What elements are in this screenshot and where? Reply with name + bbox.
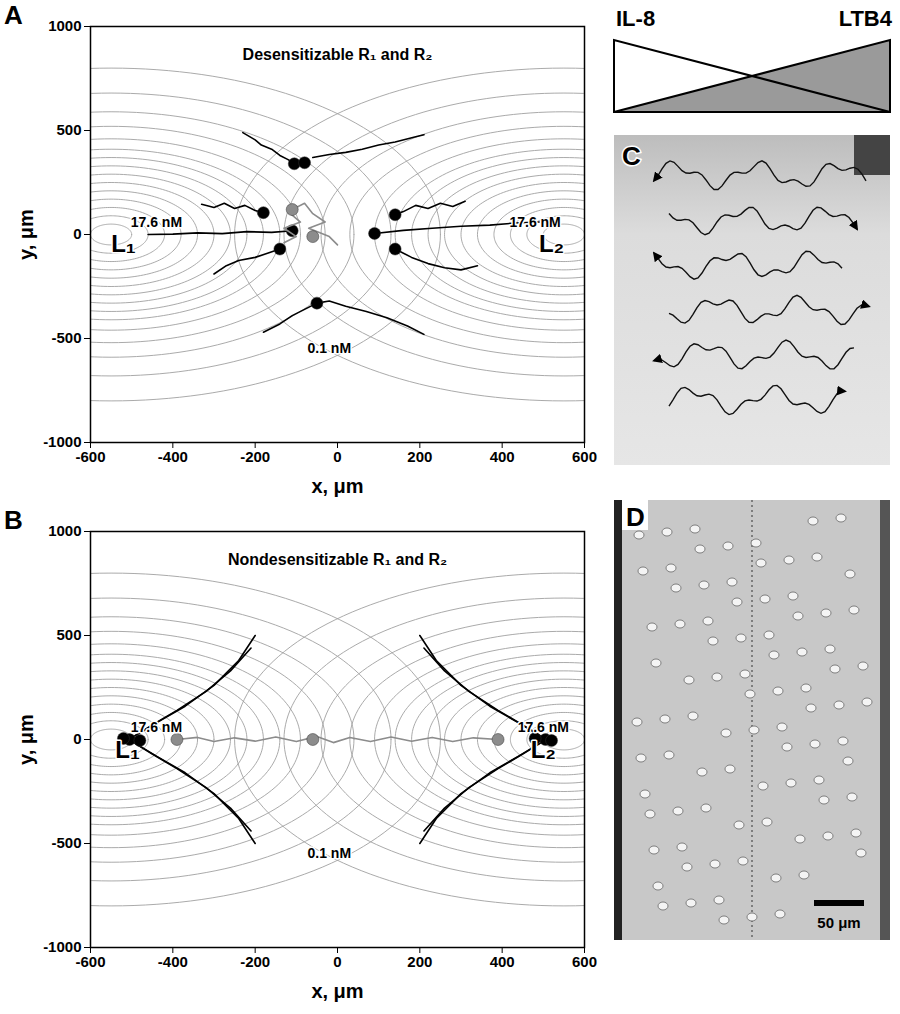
svg-text:0: 0 <box>73 730 81 747</box>
svg-text:LTB4: LTB4 <box>839 6 893 31</box>
svg-text:17.6 nM: 17.6 nM <box>131 719 182 735</box>
svg-text:L₂: L₂ <box>531 736 556 763</box>
svg-text:-500: -500 <box>51 329 81 346</box>
svg-text:17.6 nM: 17.6 nM <box>509 214 560 230</box>
svg-text:C: C <box>622 141 641 171</box>
svg-text:-600: -600 <box>75 448 105 465</box>
svg-text:400: 400 <box>490 448 515 465</box>
svg-text:-1000: -1000 <box>43 433 82 451</box>
svg-text:L₁: L₁ <box>115 736 140 763</box>
svg-text:-500: -500 <box>51 834 81 851</box>
svg-text:0: 0 <box>333 953 341 970</box>
svg-text:600: 600 <box>572 448 597 465</box>
svg-text:0: 0 <box>73 225 81 242</box>
svg-text:0.1 nM: 0.1 nM <box>307 340 351 356</box>
svg-text:Nondesensitizable R₁ and R₂: Nondesensitizable R₁ and R₂ <box>228 551 447 568</box>
svg-text:50 μm: 50 μm <box>817 914 860 931</box>
svg-text:-200: -200 <box>240 953 270 970</box>
svg-text:L₂: L₂ <box>539 230 564 257</box>
svg-text:-400: -400 <box>158 448 188 465</box>
html-text:B: B <box>4 505 23 535</box>
svg-text:1000: 1000 <box>48 17 81 34</box>
svg-text:-1000: -1000 <box>43 938 82 956</box>
svg-text:500: 500 <box>56 121 81 138</box>
svg-text:17.6 nM: 17.6 nM <box>518 719 569 735</box>
svg-text:-400: -400 <box>158 953 188 970</box>
svg-text:L₁: L₁ <box>111 230 136 257</box>
svg-text:x, μm: x, μm <box>311 980 363 1002</box>
svg-text:y, μm: y, μm <box>15 209 37 260</box>
svg-text:x, μm: x, μm <box>311 475 363 497</box>
svg-text:0.1 nM: 0.1 nM <box>307 845 351 861</box>
svg-text:400: 400 <box>490 953 515 970</box>
svg-text:600: 600 <box>572 953 597 970</box>
svg-text:IL-8: IL-8 <box>616 6 655 31</box>
svg-text:-600: -600 <box>75 953 105 970</box>
svg-text:17.6 nM: 17.6 nM <box>131 214 182 230</box>
svg-text:0: 0 <box>333 448 341 465</box>
svg-text:500: 500 <box>56 626 81 643</box>
svg-text:Desensitizable R₁ and R₂: Desensitizable R₁ and R₂ <box>243 46 433 63</box>
svg-text:1000: 1000 <box>48 522 81 539</box>
svg-text:y, μm: y, μm <box>15 714 37 765</box>
svg-text:D: D <box>626 502 645 532</box>
svg-text:200: 200 <box>407 448 432 465</box>
svg-text:-200: -200 <box>240 448 270 465</box>
html-text:A: A <box>4 0 23 30</box>
svg-text:200: 200 <box>407 953 432 970</box>
